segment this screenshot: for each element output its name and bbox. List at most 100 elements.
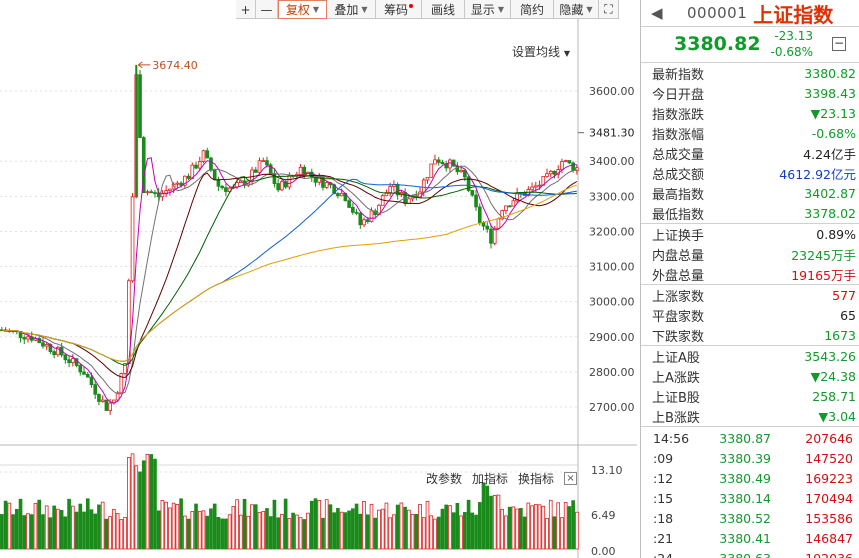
candle-body — [507, 205, 512, 208]
stat-value: 3398.43 — [804, 85, 856, 101]
volume-bar — [197, 510, 202, 550]
volume-tick-label: 6.49 — [591, 509, 616, 522]
volume-bar — [470, 512, 475, 550]
toolbar-button-6[interactable]: 显示 ▼ — [465, 0, 511, 19]
volume-bar — [507, 506, 512, 550]
volume-bar — [141, 460, 146, 550]
volume-bar — [108, 516, 112, 550]
toolbar-button-7[interactable]: 简约 — [511, 0, 554, 19]
candle-body — [511, 200, 516, 207]
index-code: 000001 — [687, 4, 748, 22]
candle-body — [459, 169, 463, 173]
change-value: -23.13 — [774, 29, 813, 43]
candle-body — [470, 190, 475, 196]
price-tick-label: 3000.00 — [589, 296, 635, 309]
volume-bar — [433, 518, 437, 550]
volume-bar — [59, 509, 64, 550]
stat-value: 4.24亿手 — [803, 146, 856, 162]
notification-dot-icon — [409, 3, 413, 8]
volume-bar — [306, 512, 310, 550]
candle-body — [216, 179, 221, 187]
add-indicator-button[interactable]: 加指标 — [472, 472, 509, 486]
volume-bar — [418, 504, 422, 550]
toolbar-button-2[interactable]: 复权 ▼ — [278, 0, 327, 19]
stat-row: 上B涨跌 ▼3.04 — [641, 406, 859, 426]
stat-value: 258.71 — [812, 388, 856, 404]
volume-bar — [85, 498, 90, 550]
kline-chart-svg[interactable]: 3600.00 3400.00 3300.00 3200.00 3100.00 3000.… — [0, 19, 637, 558]
tick-row: 14:56 3380.87 207646 — [641, 428, 859, 448]
volume-bar — [239, 514, 243, 550]
tick-price: 3380.14 — [719, 490, 771, 506]
volume-bar — [545, 517, 549, 550]
collapse-button[interactable]: − — [832, 36, 846, 51]
toolbar-button-4[interactable]: 筹码 — [376, 0, 422, 19]
candle-body — [160, 193, 165, 198]
ma-settings-dropdown[interactable]: 设置均线 ▼ — [512, 43, 570, 60]
candle-body — [224, 187, 228, 192]
volume-bar — [190, 511, 195, 550]
volume-bar — [317, 500, 322, 550]
candle-body — [253, 169, 258, 173]
kline-chart-area[interactable]: 3600.00 3400.00 3300.00 3200.00 3100.00 3000.… — [0, 19, 637, 558]
toolbar-button-1[interactable]: — — [256, 0, 278, 19]
candle-body — [474, 194, 478, 208]
stat-label: 最低指数 — [652, 207, 705, 223]
stat-label: 上证B股 — [652, 390, 700, 406]
candle-body — [93, 384, 98, 395]
indicator-tools: 改参数 加指标 换指标 × — [426, 470, 578, 487]
volume-bar — [104, 518, 109, 550]
close-icon[interactable]: × — [564, 472, 578, 485]
volume-bar — [209, 508, 213, 550]
volume-bar — [328, 504, 333, 550]
volume-bar — [351, 508, 355, 550]
toolbar-button-0[interactable]: + — [236, 0, 256, 19]
tick-list[interactable]: 14:56 3380.87 207646:09 3380.39 147520:12 338… — [641, 428, 859, 558]
volume-bar — [448, 505, 452, 550]
stat-row: 总成交量 4.24亿手 — [641, 143, 859, 163]
candle-body — [276, 183, 280, 191]
change-params-button[interactable]: 改参数 — [426, 472, 463, 486]
candle-body — [407, 198, 411, 204]
toolbar-button-8[interactable]: 隐藏 ▼ — [554, 0, 599, 19]
volume-bar — [474, 514, 478, 550]
high-marker-label: 3674.40 — [152, 59, 198, 72]
volume-bar — [321, 517, 325, 550]
stat-label: 平盘家数 — [652, 309, 705, 325]
candle-body — [365, 219, 370, 222]
candle-body — [138, 74, 142, 138]
stat-value: 0.89% — [816, 226, 856, 242]
volume-bar — [26, 513, 30, 550]
toolbar-button-label: 画线 — [430, 3, 455, 17]
volume-bar — [373, 517, 378, 550]
volume-bar — [246, 515, 251, 550]
stat-label: 指数涨幅 — [652, 127, 705, 143]
candle-body — [212, 169, 217, 181]
volume-bar — [324, 499, 329, 550]
candle-body — [440, 161, 445, 165]
volume-bar — [235, 499, 239, 550]
candle-body — [197, 161, 202, 169]
toolbar-button-3[interactable]: 叠加 ▼ — [327, 0, 376, 19]
volume-bar — [526, 502, 531, 550]
stat-groups: 最新指数 3380.82 今日开盘 3398.43 指数涨跌 ▼23.13 指数涨幅 -0.6… — [641, 63, 859, 427]
volume-bar — [455, 503, 460, 550]
stat-row: 内盘总量 23245万手 — [641, 244, 859, 264]
volume-bar — [291, 512, 295, 550]
volume-bar — [11, 514, 15, 550]
volume-bar — [89, 509, 94, 550]
switch-indicator-button[interactable]: 换指标 — [518, 472, 555, 486]
toolbar-button-label: — — [260, 2, 273, 17]
stat-value: 3380.82 — [804, 65, 856, 81]
volume-bar — [97, 504, 101, 550]
tick-vol: 146847 — [805, 530, 853, 546]
back-arrow-icon[interactable]: ◀ — [651, 4, 663, 22]
price-tick-label: 2800.00 — [589, 366, 635, 379]
volume-bar — [421, 517, 426, 550]
stat-value: 4612.92亿元 — [779, 166, 856, 182]
toolbar-button-9[interactable]: ⛶ — [599, 0, 619, 19]
volume-bar — [440, 508, 445, 550]
volume-bar — [302, 519, 307, 550]
toolbar-button-5[interactable]: 画线 — [422, 0, 465, 19]
stat-row: 上证换手 0.89% — [641, 224, 859, 244]
